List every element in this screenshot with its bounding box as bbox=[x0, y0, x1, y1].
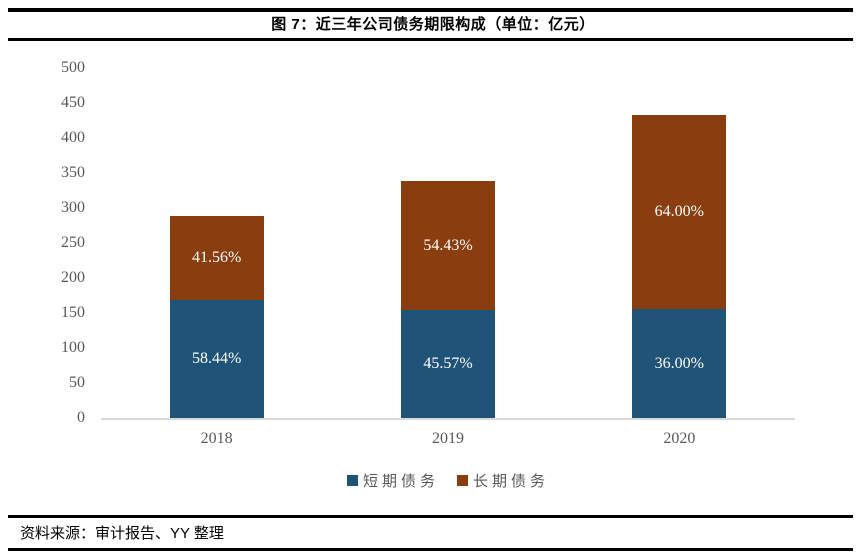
bar-segment-2018-短期债务: 58.44% bbox=[169, 300, 264, 418]
bar-percentage-label: 64.00% bbox=[654, 203, 704, 220]
bar-percentage-label: 58.44% bbox=[191, 350, 242, 367]
y-axis-tick-label: 450 bbox=[61, 94, 85, 111]
legend-item-长期债务: 长期债务 bbox=[457, 470, 549, 491]
bar-segment-2019-短期债务: 45.57% bbox=[401, 310, 495, 418]
y-axis-tick-label: 400 bbox=[61, 129, 85, 146]
source-note: 资料来源：审计报告、YY 整理 bbox=[20, 525, 224, 542]
y-axis-tick-label: 500 bbox=[61, 59, 85, 76]
top-divider bbox=[8, 8, 853, 12]
y-axis-tick-label: 50 bbox=[69, 374, 85, 391]
bar-percentage-label: 36.00% bbox=[654, 354, 704, 372]
footer-top-divider bbox=[8, 515, 853, 518]
y-axis-tick-label: 0 bbox=[77, 409, 85, 426]
title-divider bbox=[8, 38, 853, 41]
x-axis-line bbox=[101, 418, 795, 420]
figure-title: 图 7：近三年公司债务期限构成（单位：亿元） bbox=[271, 16, 595, 33]
y-axis-tick-label: 250 bbox=[61, 234, 85, 251]
legend-item-短期债务: 短期债务 bbox=[346, 470, 439, 491]
footer-bottom-divider bbox=[8, 548, 853, 551]
bar-percentage-label: 45.57% bbox=[423, 355, 473, 372]
legend-swatch-icon bbox=[346, 474, 358, 486]
bar-segment-2019-长期债务: 54.43% bbox=[401, 181, 495, 310]
x-axis-category-label: 2018 bbox=[200, 430, 233, 447]
legend: 短期债务 长期债务 bbox=[101, 470, 795, 490]
bar-percentage-label: 41.56% bbox=[191, 249, 242, 266]
bar-segment-2020-短期债务: 36.00% bbox=[632, 309, 727, 418]
y-axis-tick-label: 350 bbox=[61, 164, 85, 181]
y-axis-tick-label: 300 bbox=[61, 199, 85, 216]
y-axis-tick-label: 150 bbox=[61, 304, 85, 321]
x-axis-category-label: 2019 bbox=[432, 430, 464, 447]
bar-segment-2018-长期债务: 41.56% bbox=[169, 216, 264, 300]
legend-label: 短期债务 bbox=[362, 473, 439, 490]
legend-label: 长期债务 bbox=[473, 473, 550, 490]
y-axis-tick-label: 200 bbox=[61, 269, 85, 286]
bar-percentage-label: 54.43% bbox=[423, 236, 473, 254]
y-axis-tick-label: 100 bbox=[61, 339, 85, 356]
x-axis-category-label: 2020 bbox=[663, 430, 696, 447]
bar-segment-2020-长期债务: 64.00% bbox=[632, 115, 727, 309]
legend-swatch-icon bbox=[457, 474, 468, 486]
